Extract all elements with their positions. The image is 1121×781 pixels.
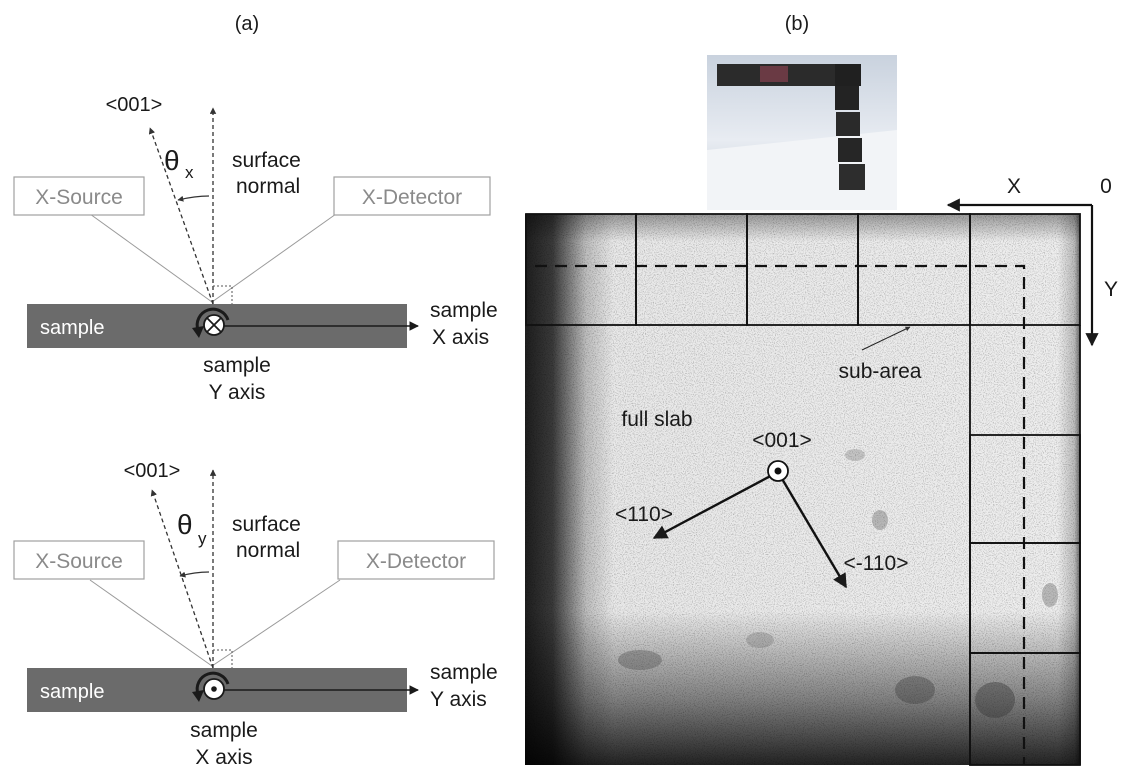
panel-b-label: (b) [785,13,809,35]
source-beam-line [89,213,213,303]
diagram-top: X-Source X-Detector sample <001> θ x sur… [13,94,498,404]
crystal-directions: <001> <110> <-110> [615,429,909,589]
right-axis-line1: sample [430,299,498,322]
x-source-box [13,176,145,216]
x-detector-box [333,176,491,216]
axis-x-label: X [1007,175,1021,198]
surface-label: surface [232,513,301,536]
out-of-page-dot-icon [192,671,230,702]
dir-001-label: <001> [752,429,812,452]
full-slab-label: full slab [621,408,692,431]
below-axis-line1: sample [203,354,271,377]
detector-beam-line [211,579,341,667]
normal-label: normal [236,539,300,562]
dir-001-label: <001> [124,460,181,482]
out-of-page-dot-icon [767,460,789,482]
detector-beam-line [211,213,337,303]
x-source-label: X-Source [35,186,123,209]
slab-image [525,214,1080,765]
normal-label: normal [236,175,300,198]
panel-a-label: (a) [235,13,259,35]
angle-arc [179,571,210,578]
dir-001-arrow [148,127,214,305]
x-detector-label: X-Detector [366,550,466,573]
dir-m110-label: <-110> [844,552,909,575]
sub-area-grid [525,213,1081,766]
theta-symbol: θ [177,509,193,540]
right-axis-line1: sample [430,661,498,684]
dir-m110-arrow [776,471,848,589]
theta-subscript: x [185,163,194,182]
theta-subscript: y [198,529,207,548]
origin-label: 0 [1100,175,1112,198]
surface-label: surface [232,149,301,172]
axis-y-label: Y [1104,278,1118,301]
dir-001-arrow [150,489,214,669]
source-beam-line [89,579,213,667]
sample-label: sample [40,317,104,339]
below-axis-line2: X axis [195,746,252,769]
dir-001-label: <001> [106,94,163,116]
below-axis-line1: sample [190,719,258,742]
right-axis-line2: X axis [432,326,489,349]
x-source-box [13,540,145,580]
x-source-label: X-Source [35,550,123,573]
axes-indicator: X Y 0 [946,175,1118,347]
sub-area-pointer [861,326,911,351]
theta-symbol: θ [164,145,180,176]
diagram-bottom: X-Source X-Detector sample <001> θ y sur… [13,460,498,769]
sub-area-label: sub-area [839,360,922,383]
angle-arc [177,195,210,202]
dir-110-arrow [652,470,779,540]
below-axis-line2: Y axis [209,381,266,404]
scan-path-dashed [535,264,1026,765]
sample-label: sample [40,681,104,703]
dir-110-label: <110> [615,503,673,526]
into-page-cross-icon [192,307,230,338]
right-axis-line2: Y axis [430,688,487,711]
sample-photo [707,55,897,210]
x-detector-label: X-Detector [362,186,462,209]
x-detector-box [337,540,495,580]
